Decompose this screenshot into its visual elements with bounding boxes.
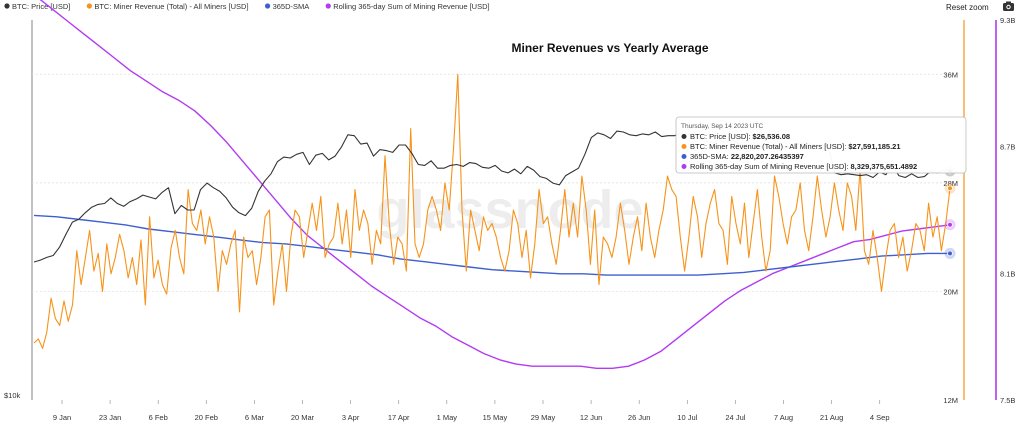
x-tick-4: 6 Mar xyxy=(245,413,265,422)
series-line-1 xyxy=(33,73,951,349)
left-axis-ticks: 36M 28M 20M 12M $10k xyxy=(4,70,958,405)
tooltip-row-1: BTC: Miner Revenue (Total) - All Miners … xyxy=(690,142,901,151)
hover-point-2 xyxy=(947,250,953,257)
x-tick-0: 9 Jan xyxy=(53,413,71,422)
left-tick-0: 36M xyxy=(943,70,958,79)
tooltip: Thursday, Sep 14 2023 UTC BTC: Price [US… xyxy=(675,116,967,174)
legend-marker-2[interactable] xyxy=(264,3,271,9)
legend[interactable]: BTC: Price [USD] BTC: Miner Revenue (Tota… xyxy=(4,2,490,11)
x-tick-12: 26 Jun xyxy=(628,413,651,422)
price-axis-label: $10k xyxy=(4,391,21,400)
x-tick-5: 20 Mar xyxy=(291,413,315,422)
x-axis-ticks: 9 Jan 23 Jan 6 Feb 20 Feb 6 Mar 20 Mar 3 Apr 17… xyxy=(53,400,890,422)
x-tick-6: 3 Apr xyxy=(342,413,360,422)
x-tick-13: 10 Jul xyxy=(677,413,697,422)
tooltip-date: Thursday, Sep 14 2023 UTC xyxy=(681,123,764,130)
series-line-3 xyxy=(39,0,951,369)
camera-icon[interactable] xyxy=(1003,1,1014,12)
hover-point-1 xyxy=(947,185,953,192)
x-tick-3: 20 Feb xyxy=(195,413,218,422)
left-tick-3: 12M xyxy=(943,396,958,405)
tooltip-row-3: Rolling 365-day Sum of Mining Revenue [U… xyxy=(690,162,917,171)
x-tick-7: 17 Apr xyxy=(388,413,410,422)
legend-item-1[interactable]: BTC: Miner Revenue (Total) - All Miners … xyxy=(94,2,248,11)
x-tick-10: 29 May xyxy=(531,413,556,422)
tooltip-marker-3 xyxy=(681,164,687,169)
watermark-text: glassnode xyxy=(376,180,643,240)
x-tick-14: 24 Jul xyxy=(725,413,745,422)
gridlines xyxy=(32,73,952,292)
x-tick-8: 1 May xyxy=(437,413,458,422)
x-tick-15: 7 Aug xyxy=(774,413,793,422)
legend-marker-0[interactable] xyxy=(4,3,10,9)
chart-title: Miner Revenues vs Yearly Average xyxy=(511,41,708,55)
tooltip-marker-1 xyxy=(681,144,687,149)
x-tick-2: 6 Feb xyxy=(149,413,168,422)
hover-point-3 xyxy=(947,221,953,228)
legend-item-3[interactable]: Rolling 365-day Sum of Mining Revenue [U… xyxy=(333,2,489,11)
legend-marker-3[interactable] xyxy=(325,3,331,9)
left-tick-1: 28M xyxy=(943,179,958,188)
reset-zoom-label[interactable]: Reset zoom xyxy=(946,3,989,12)
tooltip-marker-0 xyxy=(681,134,687,139)
tooltip-marker-2 xyxy=(681,154,687,159)
tooltip-row-0: BTC: Price [USD]: $26,536.08 xyxy=(690,132,790,141)
legend-item-0[interactable]: BTC: Price [USD] xyxy=(12,2,70,11)
tooltip-row-2: 365D-SMA: 22,820,207.26435397 xyxy=(690,152,804,161)
x-tick-9: 15 May xyxy=(483,413,508,422)
right-tick-1: 8.7B xyxy=(1000,143,1015,152)
x-tick-1: 23 Jan xyxy=(99,413,122,422)
legend-marker-1[interactable] xyxy=(86,3,92,9)
right-tick-3: 7.5B xyxy=(1000,396,1015,405)
reset-zoom-button[interactable]: Reset zoom xyxy=(940,0,992,14)
left-tick-2: 20M xyxy=(943,287,958,296)
x-tick-17: 4 Sep xyxy=(870,413,890,422)
series-line-2 xyxy=(33,214,950,276)
right-axis-ticks: 9.3B 8.7B 8.1B 7.5B xyxy=(1000,16,1015,405)
right-tick-2: 8.1B xyxy=(1000,269,1015,278)
right-tick-0: 9.3B xyxy=(1000,16,1015,25)
legend-item-2[interactable]: 365D-SMA xyxy=(273,2,310,11)
x-tick-16: 21 Aug xyxy=(820,413,843,422)
x-tick-11: 12 Jun xyxy=(580,413,603,422)
